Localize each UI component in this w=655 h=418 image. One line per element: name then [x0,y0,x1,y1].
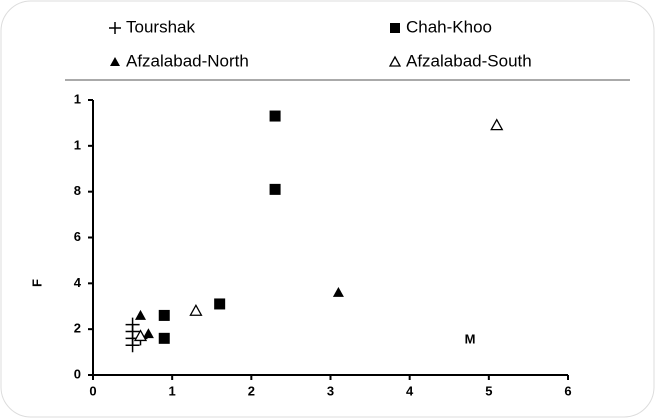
y-tick-label: 1 [74,91,81,106]
legend-marker [110,57,120,66]
point [214,298,226,310]
point [158,309,170,321]
point [133,329,148,342]
legend-marker [388,55,402,67]
point [125,317,140,332]
y-tick-label: 2 [74,321,81,336]
legend-label: Tourshak [126,17,195,36]
x-tick-label: 2 [248,383,255,398]
legend-marker [109,22,121,34]
legend-label: Afzalabad-South [406,51,532,70]
y-axis-title: F [29,279,44,287]
x-tick-label: 4 [406,383,414,398]
y-tick-label: 8 [74,183,81,198]
legend-label: Afzalabad-North [126,51,249,70]
y-tick-label: 0 [74,366,81,381]
point [332,287,344,297]
y-tick-label: 1 [74,137,81,152]
x-tick-label: 0 [89,383,96,398]
legend-marker [390,23,400,33]
x-tick-label: 5 [485,383,492,398]
point [189,303,203,316]
x-axis-title: M [465,331,476,346]
x-tick-label: 3 [327,383,334,398]
y-tick-label: 4 [74,275,82,290]
point [158,332,170,344]
point [269,183,281,195]
point [269,110,281,122]
point [135,309,146,320]
x-tick-label: 1 [169,383,176,398]
x-tick-label: 6 [564,383,571,398]
y-tick-label: 6 [74,229,81,244]
legend-label: Chah-Khoo [406,17,492,36]
point [142,328,154,339]
point [490,118,504,131]
